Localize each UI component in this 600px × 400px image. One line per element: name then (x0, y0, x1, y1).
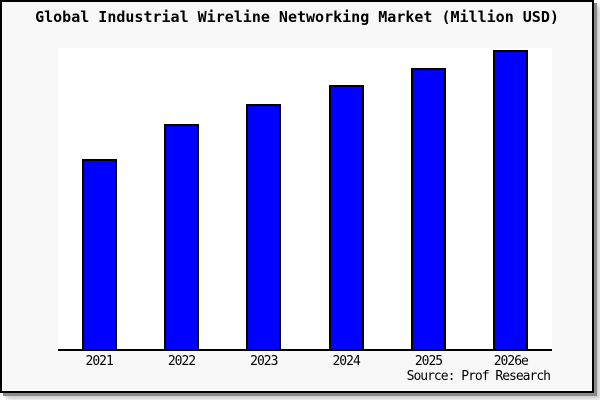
x-tick-label: 2023 (250, 354, 278, 369)
x-axis-labels: 2021 2022 2023 2024 2025 2026e (58, 354, 552, 369)
bar-slot (140, 48, 222, 349)
source-caption: Source: Prof Research (406, 369, 551, 384)
bar-2022 (163, 124, 199, 349)
chart-frame: Global Industrial Wireline Networking Ma… (0, 0, 594, 393)
x-tick-label: 2024 (332, 354, 360, 369)
bar-slot (223, 48, 305, 349)
bar-slot (387, 48, 469, 349)
bars-container (58, 48, 552, 349)
bar-2021 (81, 159, 117, 349)
chart-title: Global Industrial Wireline Networking Ma… (35, 8, 559, 26)
x-tick-label: 2025 (414, 354, 443, 369)
bar-slot (58, 48, 140, 349)
x-tick-label: 2021 (85, 354, 114, 369)
bar-2026e (493, 50, 529, 349)
x-tick-label: 2026e (493, 354, 529, 369)
x-tick-label: 2022 (167, 354, 196, 369)
bar-2023 (246, 104, 282, 349)
plot-area (58, 48, 552, 351)
bar-slot (470, 48, 552, 349)
bar-2024 (328, 85, 364, 349)
bar-slot (305, 48, 387, 349)
bar-2025 (410, 68, 446, 349)
